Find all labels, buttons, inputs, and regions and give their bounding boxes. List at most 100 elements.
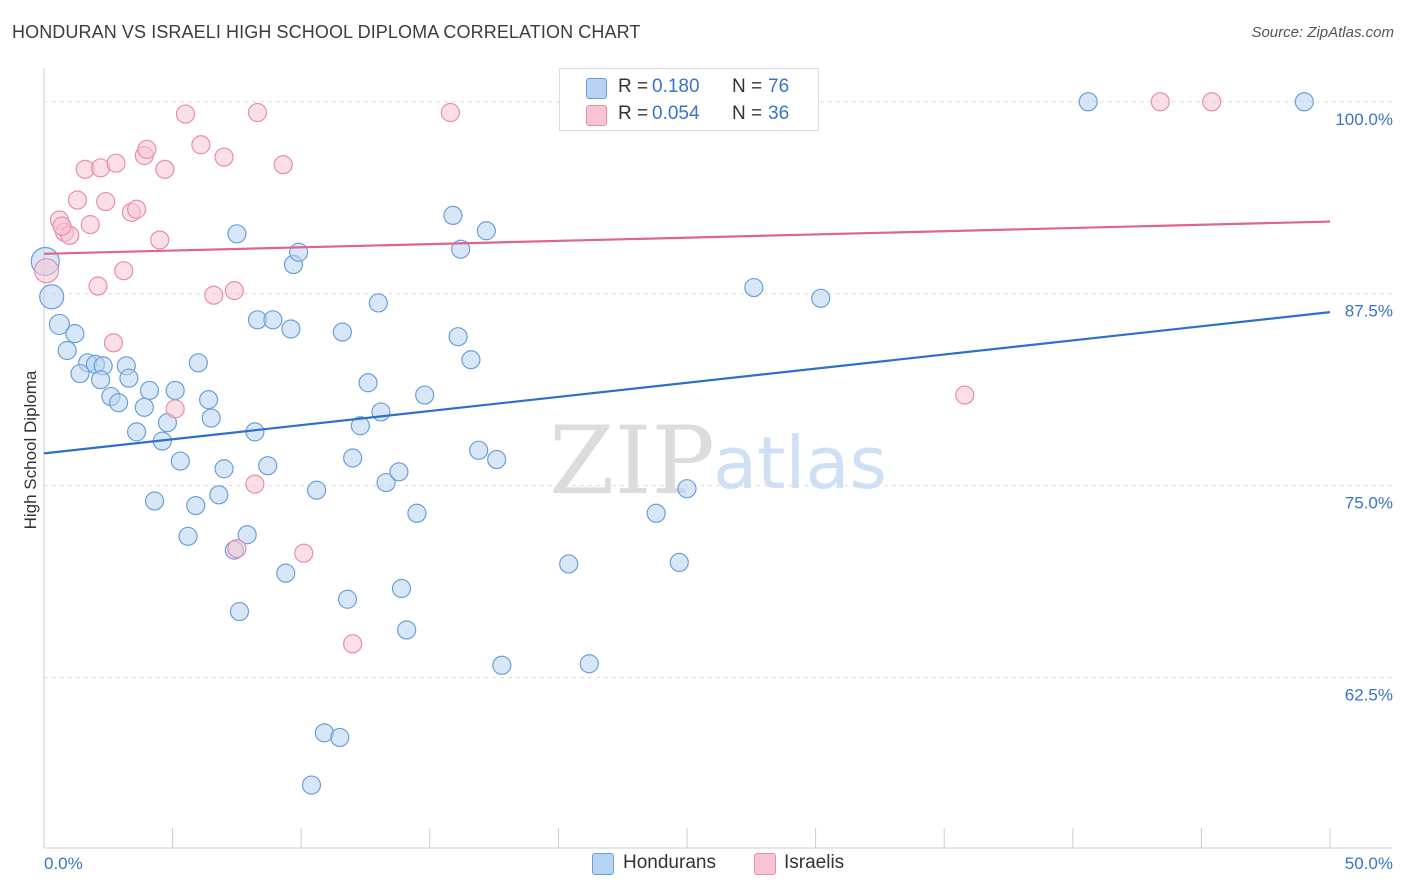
honduran-point — [492, 655, 512, 675]
honduran-point — [237, 525, 257, 545]
y-tick-label: 75.0% — [1345, 494, 1393, 513]
honduran-point — [119, 368, 139, 388]
israelis-swatch — [586, 105, 607, 126]
israeli-point — [955, 385, 975, 405]
honduran-point — [407, 503, 427, 523]
honduran-point — [227, 224, 247, 244]
honduran-point — [744, 277, 764, 298]
grid-lines — [44, 101, 1392, 679]
honduran-point — [186, 495, 206, 516]
honduran-point — [258, 456, 278, 476]
honduran-point — [371, 402, 391, 422]
israeli-point — [247, 102, 268, 123]
hondurans-r-label: R = — [618, 76, 649, 97]
honduran-point — [1294, 92, 1314, 112]
honduran-point — [646, 503, 666, 523]
honduran-point — [201, 408, 221, 428]
honduran-point — [368, 293, 388, 313]
honduran-point — [1078, 92, 1098, 112]
bottom-legend-hondurans-swatch — [592, 853, 614, 875]
watermark-atlas: atlas — [713, 421, 887, 505]
israeli-point — [96, 191, 116, 212]
y-axis-label: High School Diploma — [21, 370, 40, 530]
israeli-point — [33, 258, 60, 284]
israeli-point — [137, 139, 157, 159]
honduran-point — [559, 554, 579, 574]
honduran-point — [350, 416, 370, 436]
honduran-point — [199, 390, 219, 410]
israeli-point — [440, 102, 460, 123]
honduran-point — [811, 288, 831, 308]
axes — [43, 68, 1392, 849]
honduran-point — [376, 472, 396, 493]
bottom-legend-hondurans-label: Hondurans — [623, 852, 716, 873]
chart-title: HONDURAN VS ISRAELI HIGH SCHOOL DIPLOMA … — [12, 22, 641, 42]
honduran-point — [39, 284, 65, 310]
chart-source: Source: ZipAtlas.com — [1251, 24, 1394, 41]
honduran-point — [337, 589, 358, 609]
data-points — [30, 92, 1314, 795]
legend-row-israelis: R = 0.054 N = 36 — [560, 100, 818, 128]
honduran-point — [108, 393, 129, 413]
hondurans-n-value: 76 — [768, 76, 790, 97]
honduran-point — [276, 563, 296, 583]
israeli-trend-line — [43, 220, 1331, 255]
israeli-point — [191, 135, 211, 155]
israeli-point — [227, 538, 247, 559]
israeli-point — [1202, 92, 1222, 112]
stats-legend: R = 0.180 N = 76 R = 0.054 N = 36 — [559, 68, 819, 131]
israeli-point — [245, 474, 265, 494]
honduran-point — [469, 440, 489, 460]
israeli-point — [165, 399, 185, 419]
honduran-point — [397, 620, 417, 640]
honduran-point — [358, 373, 378, 393]
honduran-point — [343, 448, 363, 468]
israeli-point — [204, 285, 224, 305]
honduran-point — [389, 462, 409, 482]
honduran-point — [144, 491, 165, 511]
israeli-point — [52, 216, 72, 236]
honduran-point — [487, 449, 507, 470]
honduran-point — [461, 350, 481, 370]
israeli-point — [106, 153, 126, 173]
legend-row-hondurans: R = 0.180 N = 76 — [560, 73, 818, 101]
honduran-point — [448, 327, 468, 347]
honduran-point — [70, 363, 90, 384]
honduran-point — [139, 380, 160, 401]
honduran-point — [170, 451, 190, 471]
honduran-point — [188, 353, 208, 373]
tick-labels: 62.5% 75.0% 87.5% 100.0% 0.0% 50.0% — [44, 110, 1393, 873]
israeli-point — [175, 104, 196, 124]
honduran-point — [332, 322, 352, 342]
israelis-r-value: 0.054 — [652, 103, 700, 124]
hondurans-r-value: 0.180 — [652, 76, 700, 97]
israeli-point — [214, 147, 234, 167]
honduran-point — [178, 526, 198, 546]
israeli-point — [126, 199, 147, 219]
honduran-point — [134, 397, 154, 417]
honduran-point — [451, 239, 471, 259]
hondurans-swatch — [586, 78, 607, 99]
israeli-point — [294, 543, 314, 563]
honduran-point — [579, 654, 599, 674]
honduran-trend-line — [43, 311, 1331, 455]
honduran-point — [391, 578, 412, 599]
honduran-point — [289, 242, 309, 262]
honduran-point — [476, 221, 496, 241]
israeli-point — [103, 333, 124, 353]
honduran-point — [229, 601, 250, 622]
watermark: ZIP atlas — [549, 407, 887, 516]
honduran-point — [90, 370, 111, 390]
israeli-point — [150, 230, 170, 250]
honduran-point — [165, 380, 185, 401]
honduran-point — [415, 385, 435, 405]
israeli-point — [1150, 92, 1170, 112]
hondurans-n-label: N = — [732, 76, 763, 97]
honduran-point — [307, 480, 327, 500]
israelis-n-label: N = — [732, 103, 763, 124]
israeli-point — [224, 281, 244, 301]
honduran-point — [209, 485, 229, 505]
bottom-legend-israelis-label: Israelis — [784, 852, 845, 873]
honduran-point — [48, 313, 71, 336]
